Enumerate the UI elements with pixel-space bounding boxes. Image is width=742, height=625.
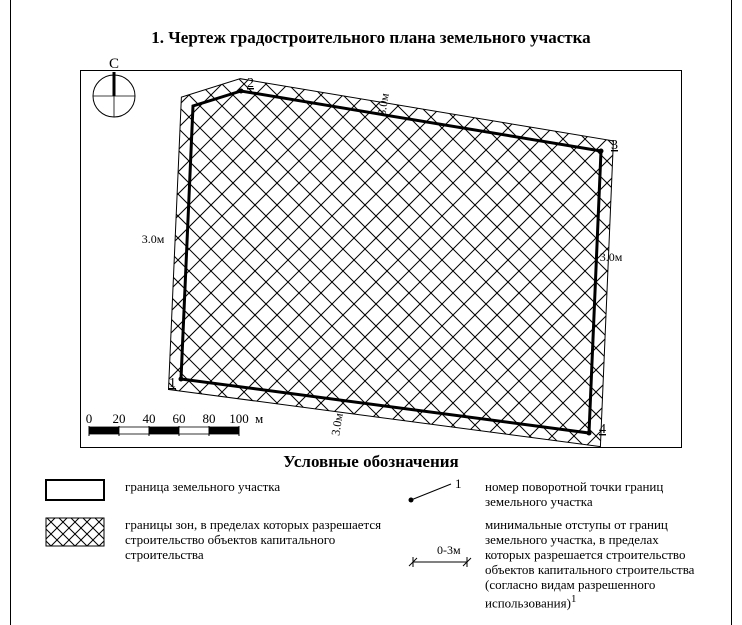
legend: граница земельного участка 1 номер повор… (45, 478, 715, 617)
legend-symbol-setback: 0-3м (405, 516, 485, 572)
svg-text:2: 2 (247, 76, 254, 91)
legend-item-setback: 0-3м минимальные отступы от границ земел… (405, 516, 705, 611)
page-title: 1. Чертеж градостроительного плана земел… (0, 28, 742, 48)
page: 1. Чертеж градостроительного плана земел… (0, 0, 742, 625)
scale-bar: 0 20 40 60 80 100 м (86, 411, 263, 436)
svg-text:3.0м: 3.0м (328, 412, 345, 437)
svg-text:60: 60 (173, 411, 186, 426)
legend-text-corner: номер поворотной точки границ земельного… (485, 478, 705, 510)
svg-text:80: 80 (203, 411, 216, 426)
legend-row-1: граница земельного участка 1 номер повор… (45, 478, 715, 510)
svg-text:3.0м: 3.0м (142, 232, 165, 246)
svg-text:40: 40 (143, 411, 156, 426)
legend-symbol-boundary (45, 478, 125, 502)
legend-row-2: границы зон, в пределах которых разрешае… (45, 516, 715, 611)
legend-text-setback: минимальные отступы от границ земельного… (485, 516, 705, 611)
plan-frame: 1 2 3 4 3.0м 3.0м 3.0м 3.0м 0 20 40 60 80 100 м (80, 70, 682, 448)
legend-item-corner: 1 номер поворотной точки границ земельно… (405, 478, 705, 510)
svg-text:м: м (255, 411, 263, 426)
svg-text:3: 3 (611, 138, 618, 153)
svg-text:0: 0 (86, 411, 93, 426)
svg-text:4: 4 (599, 422, 606, 437)
svg-text:100: 100 (229, 411, 249, 426)
legend-item-boundary: граница земельного участка (45, 478, 405, 510)
legend-text-zone: границы зон, в пределах которых разрешае… (125, 516, 405, 563)
legend-title: Условные обозначения (0, 452, 742, 472)
legend-item-zone: границы зон, в пределах которых разрешае… (45, 516, 405, 611)
legend-symbol-zone (45, 516, 125, 548)
svg-text:3.0м: 3.0м (600, 250, 623, 264)
svg-text:3.0м: 3.0м (374, 92, 391, 117)
svg-text:1: 1 (169, 376, 176, 391)
svg-text:0-3м: 0-3м (437, 543, 461, 557)
svg-text:1: 1 (455, 478, 462, 491)
legend-text-boundary: граница земельного участка (125, 478, 405, 495)
plan-svg: 1 2 3 4 3.0м 3.0м 3.0м 3.0м 0 20 40 60 80 100 м (81, 71, 681, 447)
legend-symbol-corner: 1 (405, 478, 485, 504)
svg-text:20: 20 (113, 411, 126, 426)
